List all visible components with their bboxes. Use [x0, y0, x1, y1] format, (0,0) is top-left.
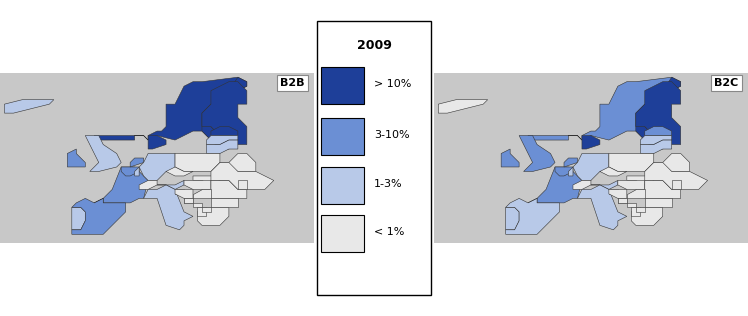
Polygon shape	[193, 176, 220, 185]
Polygon shape	[573, 180, 591, 189]
Polygon shape	[238, 180, 247, 189]
Bar	[322, 167, 364, 204]
Polygon shape	[631, 207, 640, 216]
Polygon shape	[528, 167, 582, 203]
Polygon shape	[618, 180, 645, 189]
Polygon shape	[568, 167, 573, 176]
Polygon shape	[640, 136, 672, 144]
Polygon shape	[582, 136, 600, 149]
Polygon shape	[627, 176, 654, 185]
Polygon shape	[609, 189, 618, 194]
Polygon shape	[636, 77, 681, 149]
Polygon shape	[501, 149, 519, 167]
Polygon shape	[144, 185, 193, 230]
Polygon shape	[555, 167, 573, 176]
Polygon shape	[135, 167, 139, 176]
Polygon shape	[94, 77, 247, 149]
Polygon shape	[609, 154, 654, 172]
Polygon shape	[211, 180, 247, 198]
Polygon shape	[166, 167, 193, 176]
Polygon shape	[85, 136, 121, 172]
Polygon shape	[577, 185, 627, 230]
Text: > 10%: > 10%	[374, 79, 411, 89]
Polygon shape	[184, 198, 193, 203]
Polygon shape	[528, 77, 681, 149]
Polygon shape	[148, 136, 166, 149]
Text: 3-10%: 3-10%	[374, 130, 410, 140]
Text: < 1%: < 1%	[374, 227, 405, 237]
Polygon shape	[640, 140, 672, 154]
Bar	[322, 67, 364, 104]
Polygon shape	[564, 158, 577, 167]
Polygon shape	[197, 207, 206, 216]
Polygon shape	[573, 154, 609, 180]
Polygon shape	[94, 167, 148, 203]
Polygon shape	[202, 82, 247, 144]
Polygon shape	[184, 198, 193, 203]
Polygon shape	[600, 167, 627, 176]
Bar	[322, 215, 364, 252]
Polygon shape	[631, 207, 663, 225]
Polygon shape	[202, 207, 211, 212]
Polygon shape	[220, 154, 256, 172]
Polygon shape	[211, 198, 238, 207]
Polygon shape	[618, 198, 627, 203]
Polygon shape	[157, 180, 184, 189]
Polygon shape	[193, 189, 211, 198]
Polygon shape	[438, 100, 488, 113]
Polygon shape	[519, 136, 555, 172]
Polygon shape	[4, 100, 54, 113]
Polygon shape	[645, 162, 708, 189]
Text: B2C: B2C	[714, 78, 738, 88]
Polygon shape	[72, 207, 85, 230]
Polygon shape	[627, 189, 645, 198]
Text: 1-3%: 1-3%	[374, 179, 402, 189]
Polygon shape	[672, 180, 681, 189]
Polygon shape	[636, 207, 645, 212]
Polygon shape	[506, 207, 519, 230]
Polygon shape	[67, 149, 85, 167]
Polygon shape	[139, 180, 157, 189]
Polygon shape	[618, 198, 627, 203]
Polygon shape	[130, 158, 144, 167]
Polygon shape	[645, 180, 681, 198]
Polygon shape	[206, 136, 238, 144]
Text: B2B: B2B	[280, 78, 304, 88]
Polygon shape	[139, 154, 175, 180]
Polygon shape	[211, 127, 238, 136]
Polygon shape	[175, 189, 193, 198]
Polygon shape	[506, 198, 560, 234]
Polygon shape	[645, 127, 672, 136]
Polygon shape	[197, 207, 229, 225]
Polygon shape	[175, 154, 220, 172]
Polygon shape	[645, 198, 672, 207]
Polygon shape	[211, 162, 274, 189]
Polygon shape	[636, 82, 681, 144]
Bar	[322, 118, 364, 155]
Polygon shape	[175, 189, 184, 194]
Polygon shape	[184, 180, 211, 189]
Polygon shape	[121, 167, 139, 176]
Polygon shape	[193, 203, 202, 207]
Polygon shape	[202, 77, 247, 149]
Polygon shape	[654, 154, 690, 172]
Polygon shape	[609, 189, 627, 198]
Polygon shape	[72, 198, 126, 234]
Polygon shape	[206, 140, 238, 154]
Polygon shape	[591, 180, 618, 189]
Text: 2009: 2009	[357, 39, 391, 52]
Polygon shape	[627, 203, 636, 207]
